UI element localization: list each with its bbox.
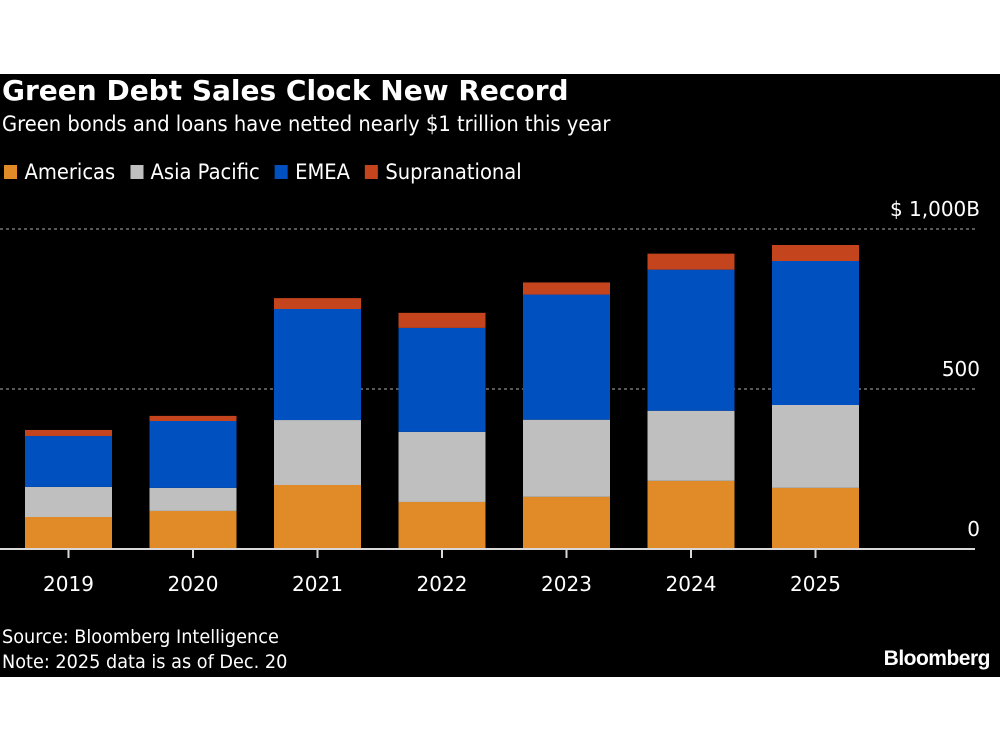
legend-label-supranational: Supranational bbox=[385, 160, 522, 184]
bar-segment-americas-2021 bbox=[274, 485, 361, 549]
legend-swatch-americas bbox=[4, 165, 18, 179]
bar-segment-asia-pacific-2019 bbox=[25, 486, 112, 517]
source-text: Source: Bloomberg Intelligence bbox=[2, 626, 279, 648]
bar-segment-emea-2021 bbox=[274, 309, 361, 421]
bar-group-2020 bbox=[149, 415, 237, 549]
bar-segment-supranational-2025 bbox=[772, 245, 859, 261]
bar-segment-americas-2024 bbox=[647, 480, 735, 549]
bars bbox=[25, 245, 859, 549]
bar-segment-asia-pacific-2022 bbox=[398, 431, 486, 502]
bar-segment-emea-2024 bbox=[647, 269, 735, 411]
legend-item-americas: Americas bbox=[4, 160, 115, 184]
bar-segment-americas-2020 bbox=[149, 510, 237, 549]
bar-group-2025 bbox=[772, 245, 859, 549]
x-tick-label-2021: 2021 bbox=[292, 572, 343, 596]
bar-segment-americas-2022 bbox=[398, 501, 486, 549]
legend-item-asia-pacific: Asia Pacific bbox=[130, 160, 260, 184]
legend: Americas Asia Pacific EMEA Supranational bbox=[4, 160, 522, 184]
bar-segment-supranational-2020 bbox=[149, 415, 237, 421]
bar-segment-americas-2025 bbox=[772, 487, 859, 549]
bar-group-2021 bbox=[274, 298, 361, 549]
bar-segment-asia-pacific-2020 bbox=[149, 487, 237, 511]
bar-segment-supranational-2021 bbox=[274, 298, 361, 309]
bar-segment-supranational-2023 bbox=[523, 282, 610, 295]
chart-panel: Green Debt Sales Clock New Record Green … bbox=[0, 74, 1000, 677]
x-axis: 2019 2020 2021 2022 2023 2024 2025 bbox=[0, 548, 975, 596]
y-tick-label-0: 0 bbox=[967, 517, 980, 541]
bar-group-2019 bbox=[25, 429, 112, 549]
legend-label-emea: EMEA bbox=[295, 160, 351, 184]
legend-label-americas: Americas bbox=[24, 160, 116, 184]
bar-segment-emea-2019 bbox=[25, 436, 112, 487]
bar-segment-asia-pacific-2024 bbox=[647, 410, 735, 481]
chart-subtitle: Green bonds and loans have netted nearly… bbox=[2, 112, 611, 136]
bar-segment-emea-2023 bbox=[523, 294, 610, 420]
legend-label-asia-pacific: Asia Pacific bbox=[150, 160, 260, 184]
legend-swatch-asia-pacific bbox=[130, 165, 144, 179]
legend-item-supranational: Supranational bbox=[364, 160, 522, 184]
bar-segment-asia-pacific-2025 bbox=[772, 405, 859, 488]
footer-notes: Source: Bloomberg Intelligence Note: 202… bbox=[2, 625, 287, 675]
x-tick-label-2024: 2024 bbox=[666, 572, 717, 596]
bar-segment-americas-2019 bbox=[25, 517, 112, 549]
bar-group-2024 bbox=[647, 253, 735, 549]
bar-segment-emea-2020 bbox=[149, 421, 237, 488]
x-tick-label-2020: 2020 bbox=[168, 572, 219, 596]
stacked-bar-chart: 0 500 $ 1,000B 2019 2020 2021 2022 2023 2024 202… bbox=[0, 197, 980, 596]
bar-segment-asia-pacific-2023 bbox=[523, 419, 610, 497]
bar-segment-supranational-2024 bbox=[647, 253, 735, 270]
x-tick-label-2022: 2022 bbox=[417, 572, 468, 596]
bar-segment-asia-pacific-2021 bbox=[274, 420, 361, 485]
y-tick-label-1000: $ 1,000B bbox=[890, 197, 980, 221]
x-tick-label-2019: 2019 bbox=[43, 572, 94, 596]
bloomberg-logo: Bloomberg bbox=[883, 647, 991, 670]
bar-segment-emea-2022 bbox=[398, 327, 486, 432]
bar-group-2022 bbox=[398, 312, 486, 549]
bar-segment-supranational-2019 bbox=[25, 429, 112, 437]
legend-item-emea: EMEA bbox=[274, 160, 351, 184]
x-tick-label-2025: 2025 bbox=[790, 572, 841, 596]
legend-swatch-emea bbox=[274, 165, 288, 179]
chart-title: Green Debt Sales Clock New Record bbox=[2, 74, 569, 107]
legend-swatch-supranational bbox=[364, 165, 378, 179]
note-text: Note: 2025 data is as of Dec. 20 bbox=[2, 651, 288, 673]
bar-group-2023 bbox=[523, 282, 610, 549]
bar-segment-supranational-2022 bbox=[398, 312, 486, 328]
y-tick-label-500: 500 bbox=[942, 357, 980, 381]
bar-segment-emea-2025 bbox=[772, 261, 859, 405]
x-tick-label-2023: 2023 bbox=[541, 572, 592, 596]
bar-segment-americas-2023 bbox=[523, 496, 610, 549]
